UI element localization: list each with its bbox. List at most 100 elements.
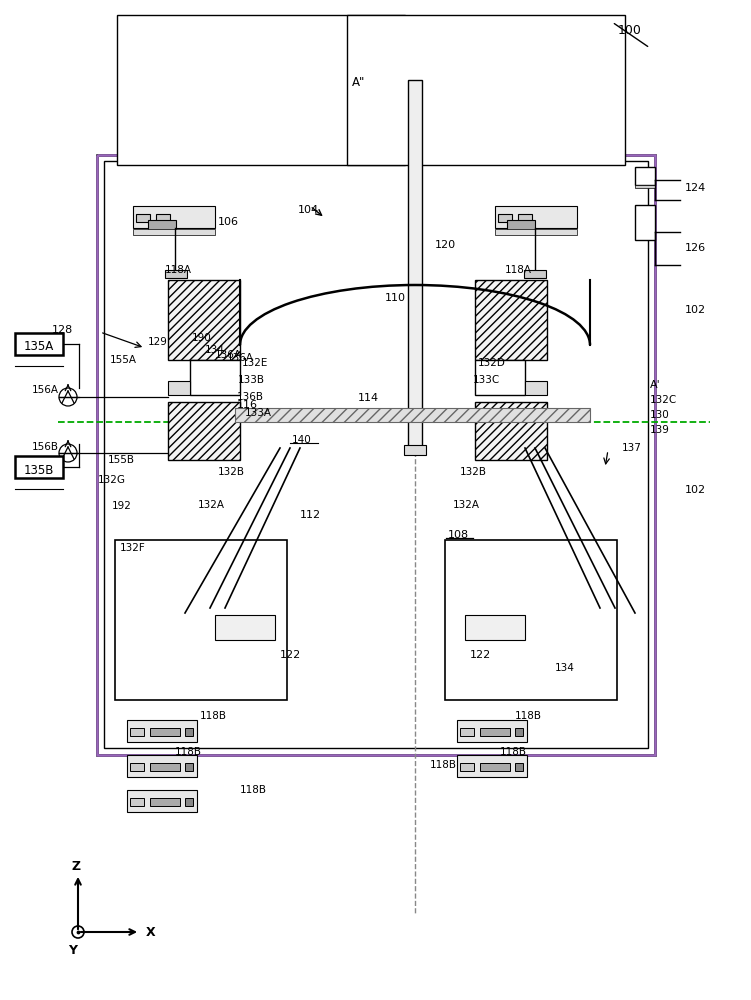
Text: 118B: 118B <box>240 785 267 795</box>
Bar <box>518 214 532 222</box>
Bar <box>148 220 176 230</box>
Text: 118B: 118B <box>175 747 202 757</box>
Bar <box>515 728 523 736</box>
Bar <box>133 206 215 228</box>
Text: 156B: 156B <box>32 442 59 452</box>
Text: 106: 106 <box>218 217 239 227</box>
Bar <box>150 798 180 806</box>
Text: 118A: 118A <box>505 265 532 275</box>
Bar <box>115 540 287 700</box>
Text: 102: 102 <box>685 305 706 315</box>
Bar <box>104 161 648 748</box>
Bar <box>168 402 240 460</box>
Text: 132E: 132E <box>242 358 268 368</box>
Bar <box>347 15 625 165</box>
Text: 155A: 155A <box>110 355 137 365</box>
Bar <box>133 229 215 235</box>
Bar <box>136 214 150 222</box>
Bar <box>475 360 525 395</box>
Text: Y: Y <box>68 944 77 956</box>
Text: 108: 108 <box>448 530 469 540</box>
Bar <box>15 333 63 355</box>
Bar <box>457 720 527 742</box>
Text: 122: 122 <box>470 650 491 660</box>
Bar <box>498 214 512 222</box>
Bar <box>475 402 547 460</box>
Text: 132F: 132F <box>120 543 146 553</box>
Text: 132A: 132A <box>198 500 225 510</box>
Text: 118B: 118B <box>500 747 527 757</box>
Bar <box>165 270 187 278</box>
Bar <box>635 205 655 240</box>
Bar <box>150 728 180 736</box>
Bar <box>130 798 144 806</box>
Text: 155B: 155B <box>108 455 135 465</box>
Bar <box>460 763 474 771</box>
Text: 124: 124 <box>685 183 706 193</box>
Text: 136A: 136A <box>227 353 254 363</box>
Text: 136A: 136A <box>215 350 242 360</box>
Bar <box>635 185 655 188</box>
Text: 132A: 132A <box>453 500 480 510</box>
Text: 134: 134 <box>555 663 575 673</box>
Bar <box>127 755 197 777</box>
Text: 135B: 135B <box>24 464 54 477</box>
Text: 114: 114 <box>358 393 379 403</box>
Bar <box>15 456 63 478</box>
Text: 126: 126 <box>685 243 706 253</box>
Text: A': A' <box>650 380 661 390</box>
Bar <box>635 167 655 185</box>
Bar <box>404 445 426 455</box>
Bar <box>127 790 197 812</box>
Text: 139: 139 <box>650 425 670 435</box>
Text: 116: 116 <box>237 400 258 410</box>
Bar <box>168 381 190 395</box>
Text: 132C: 132C <box>650 395 677 405</box>
Bar <box>190 360 240 395</box>
Text: 122: 122 <box>280 650 301 660</box>
Bar <box>117 15 405 165</box>
Bar <box>97 155 655 755</box>
Bar <box>130 763 144 771</box>
Text: 110: 110 <box>385 293 406 303</box>
Bar <box>515 763 523 771</box>
Bar <box>460 728 474 736</box>
Bar <box>185 798 193 806</box>
Bar <box>168 280 240 360</box>
Text: 133C: 133C <box>473 375 500 385</box>
Text: 132B: 132B <box>218 467 245 477</box>
Text: 192: 192 <box>112 501 132 511</box>
Text: 133B: 133B <box>238 375 265 385</box>
Text: X: X <box>146 926 155 938</box>
Bar <box>445 540 617 700</box>
Bar <box>507 220 535 230</box>
Text: 100: 100 <box>618 23 642 36</box>
Bar <box>156 214 170 222</box>
Bar <box>185 763 193 771</box>
Bar <box>495 229 577 235</box>
Text: 118B: 118B <box>200 711 227 721</box>
Text: 190: 190 <box>192 333 212 343</box>
Bar <box>524 270 546 278</box>
Text: 118B: 118B <box>430 760 457 770</box>
Text: 156A: 156A <box>32 385 59 395</box>
Text: 132G: 132G <box>98 475 126 485</box>
Text: 104: 104 <box>298 205 319 215</box>
Text: 112: 112 <box>300 510 321 520</box>
Text: 136B: 136B <box>237 392 264 402</box>
Bar <box>495 206 577 228</box>
Text: 134: 134 <box>205 345 225 355</box>
Bar <box>127 720 197 742</box>
Text: 132D: 132D <box>478 358 506 368</box>
Text: 137: 137 <box>622 443 642 453</box>
Bar <box>235 408 590 422</box>
Bar <box>150 763 180 771</box>
Text: 130: 130 <box>650 410 670 420</box>
Text: 132B: 132B <box>460 467 487 477</box>
Bar <box>475 280 547 360</box>
Text: 129: 129 <box>148 337 168 347</box>
Text: 118A: 118A <box>165 265 192 275</box>
Text: 133A: 133A <box>245 408 272 418</box>
Text: A": A" <box>352 76 366 89</box>
Text: 120: 120 <box>435 240 456 250</box>
